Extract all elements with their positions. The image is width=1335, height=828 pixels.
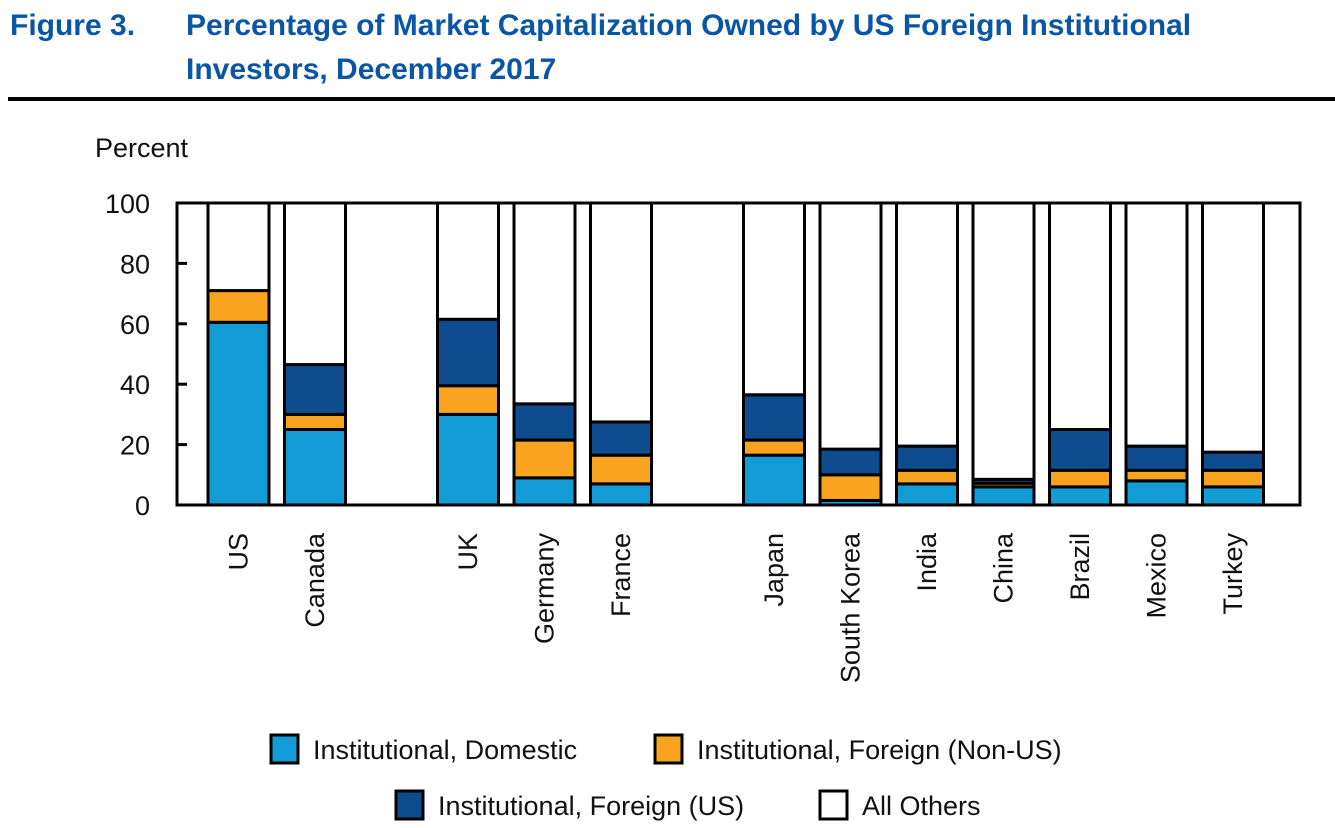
legend-swatch bbox=[653, 733, 684, 765]
bar-segment-institutional-foreign-non-us bbox=[1201, 468, 1265, 489]
bar-japan bbox=[742, 201, 806, 507]
figure-title: Percentage of Market Capitalization Owne… bbox=[186, 4, 1335, 92]
bar-mexico bbox=[1124, 201, 1189, 507]
bar-segment-institutional-foreign-us bbox=[436, 317, 500, 388]
bar-france bbox=[589, 201, 653, 507]
bar-segment-all-others bbox=[436, 201, 500, 321]
legend: Institutional, Domestic Institutional, Fo… bbox=[269, 733, 1062, 821]
title-rule bbox=[8, 97, 1335, 101]
bar-segment-institutional-domestic bbox=[971, 485, 1036, 507]
bar-germany bbox=[512, 201, 577, 507]
y-axis-ticks: 0 20 40 60 80 100 bbox=[105, 189, 187, 521]
bars bbox=[206, 201, 1265, 507]
figure-title-line-2: Investors, December 2017 bbox=[186, 53, 557, 86]
bar-segment-institutional-domestic bbox=[206, 320, 271, 507]
bar-segment-institutional-domestic bbox=[1201, 485, 1265, 507]
bar-china bbox=[971, 201, 1036, 507]
bar-segment-all-others bbox=[589, 201, 653, 424]
bar-segment-institutional-foreign-us bbox=[742, 393, 806, 442]
y-tick-label: 60 bbox=[120, 310, 150, 340]
bar-segment-institutional-foreign-non-us bbox=[206, 289, 271, 324]
bar-segment-institutional-domestic bbox=[1124, 479, 1189, 507]
legend-label: Institutional, Foreign (Non-US) bbox=[697, 735, 1062, 765]
legend-swatch bbox=[818, 789, 849, 821]
bar-canada bbox=[283, 201, 347, 507]
y-tick-label: 80 bbox=[120, 249, 150, 279]
y-axis-label: Percent bbox=[95, 133, 189, 163]
bar-segment-all-others bbox=[283, 201, 347, 367]
bar-segment-institutional-domestic bbox=[589, 482, 653, 507]
bar-segment-institutional-domestic bbox=[283, 428, 347, 507]
legend-label: All Others bbox=[862, 791, 981, 821]
figure-label: Figure 3. bbox=[10, 9, 136, 42]
bar-south-korea bbox=[818, 201, 883, 507]
bar-segment-institutional-foreign-us bbox=[1201, 450, 1265, 472]
bar-uk bbox=[436, 201, 500, 507]
bar-segment-institutional-foreign-us bbox=[895, 444, 959, 472]
bar-segment-institutional-domestic bbox=[436, 412, 500, 507]
bar-segment-institutional-foreign-us bbox=[589, 420, 653, 457]
x-tick-label: Germany bbox=[530, 533, 560, 645]
plot-frame bbox=[175, 201, 1302, 507]
bar-turkey bbox=[1201, 201, 1265, 507]
x-tick-label: Canada bbox=[300, 532, 330, 628]
bar-segment-institutional-foreign-non-us bbox=[283, 412, 347, 431]
bar-segment-institutional-foreign-non-us bbox=[589, 453, 653, 486]
bar-segment-all-others bbox=[1201, 201, 1265, 454]
bar-brazil bbox=[1048, 201, 1112, 507]
bar-segment-all-others bbox=[206, 201, 271, 293]
bar-segment-all-others bbox=[742, 201, 806, 397]
bar-segment-institutional-domestic bbox=[512, 476, 577, 507]
legend-swatch bbox=[394, 789, 425, 821]
y-tick-label: 20 bbox=[120, 431, 150, 461]
bar-segment-all-others bbox=[818, 201, 883, 451]
x-tick-label: India bbox=[912, 532, 942, 592]
x-tick-label: Turkey bbox=[1218, 533, 1248, 615]
bar-segment-institutional-domestic bbox=[742, 453, 806, 507]
x-tick-label: Brazil bbox=[1065, 533, 1095, 601]
bar-segment-institutional-foreign-non-us bbox=[436, 384, 500, 416]
x-tick-label: France bbox=[606, 533, 636, 617]
legend-item: Institutional, Foreign (US) bbox=[394, 789, 744, 821]
bar-segment-institutional-foreign-us bbox=[818, 447, 883, 477]
bar-segment-institutional-domestic bbox=[1048, 485, 1112, 507]
legend-swatch bbox=[269, 733, 300, 765]
x-tick-label: South Korea bbox=[836, 532, 866, 683]
bar-segment-institutional-foreign-us bbox=[512, 402, 577, 442]
x-tick-label: Japan bbox=[759, 533, 789, 607]
legend-item: All Others bbox=[818, 789, 981, 821]
bar-segment-all-others bbox=[971, 201, 1036, 481]
bar-segment-institutional-domestic bbox=[895, 482, 959, 507]
bar-segment-all-others bbox=[895, 201, 959, 448]
bar-segment-institutional-foreign-us bbox=[1048, 428, 1112, 472]
bar-segment-institutional-foreign-us bbox=[283, 363, 347, 416]
bar-segment-all-others bbox=[1124, 201, 1189, 448]
x-tick-label: US bbox=[224, 533, 254, 571]
bar-segment-all-others bbox=[512, 201, 577, 406]
bar-us bbox=[206, 201, 271, 507]
legend-item: Institutional, Domestic bbox=[269, 733, 577, 765]
legend-item: Institutional, Foreign (Non-US) bbox=[653, 733, 1062, 765]
x-axis-labels: US Canada UK Germany France Japan South Korea I… bbox=[224, 532, 1249, 683]
y-tick-label: 40 bbox=[120, 370, 150, 400]
y-tick-label: 100 bbox=[105, 189, 150, 219]
bar-india bbox=[895, 201, 959, 507]
bar-segment-institutional-foreign-non-us bbox=[895, 468, 959, 486]
bar-segment-institutional-foreign-non-us bbox=[1124, 468, 1189, 483]
bar-segment-all-others bbox=[1048, 201, 1112, 431]
y-tick-label: 0 bbox=[135, 491, 150, 521]
bar-segment-institutional-foreign-non-us bbox=[512, 438, 577, 480]
figure-title-line-1: Percentage of Market Capitalization Owne… bbox=[186, 9, 1192, 42]
x-tick-label: UK bbox=[453, 533, 483, 571]
legend-label: Institutional, Foreign (US) bbox=[438, 791, 744, 821]
bar-segment-institutional-foreign-non-us bbox=[818, 473, 883, 502]
bar-segment-institutional-foreign-us bbox=[1124, 444, 1189, 472]
bar-segment-institutional-foreign-non-us bbox=[742, 438, 806, 457]
legend-label: Institutional, Domestic bbox=[313, 735, 577, 765]
bar-segment-institutional-foreign-non-us bbox=[1048, 468, 1112, 489]
x-tick-label: Mexico bbox=[1142, 533, 1172, 619]
x-tick-label: China bbox=[989, 532, 1019, 604]
